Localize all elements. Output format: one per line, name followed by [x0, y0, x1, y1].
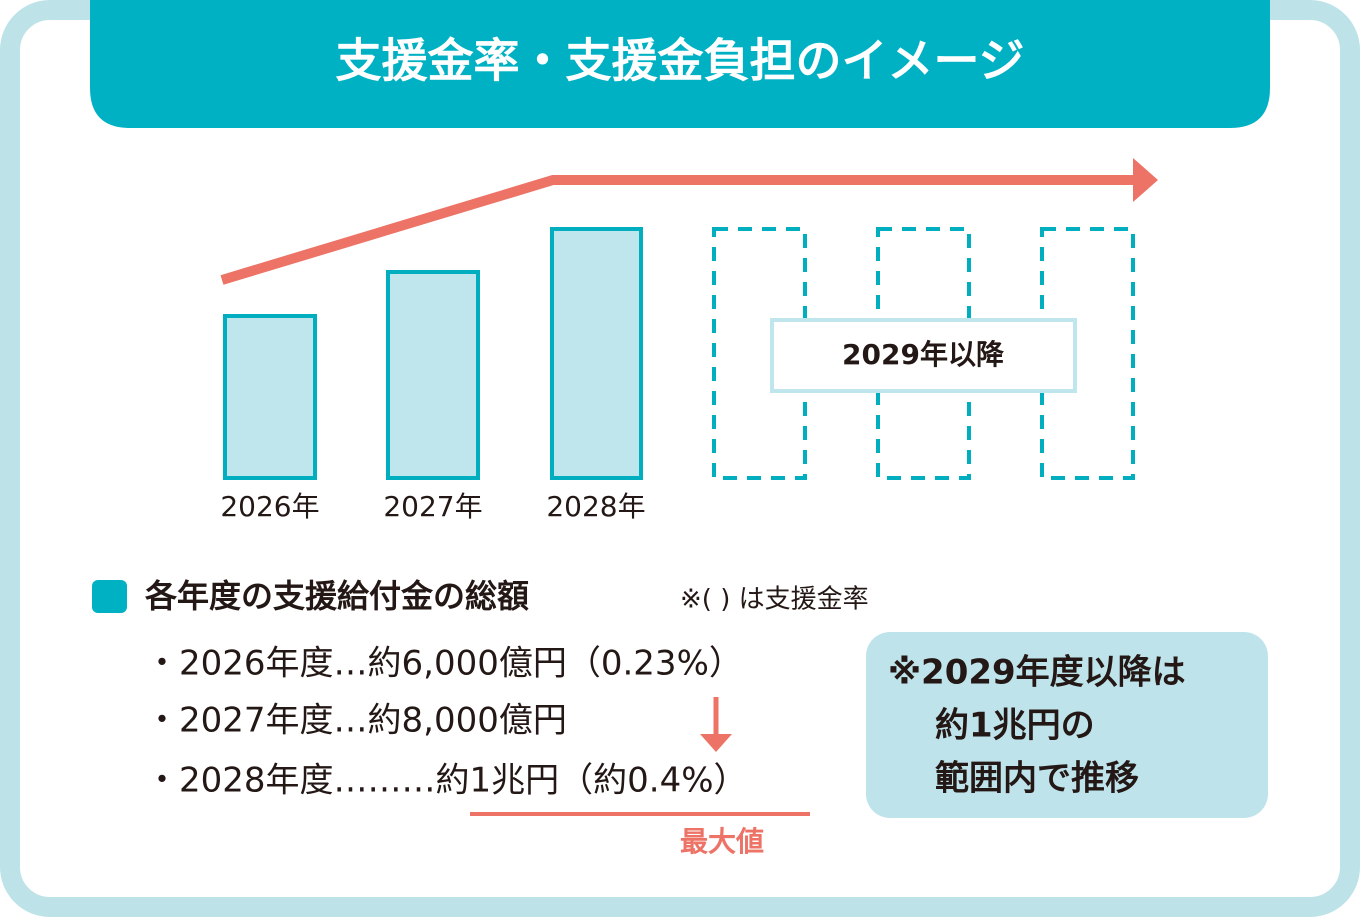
future-bar — [712, 227, 807, 480]
year-label: 2027年 — [383, 490, 482, 523]
legend-note: ※( ) は支援金率 — [680, 585, 869, 615]
bar — [386, 270, 480, 480]
legend-item: ・2027年度…約8,000億円 — [145, 701, 567, 741]
callout-line: 約1兆円の — [935, 706, 1095, 746]
max-label: 最大値 — [680, 825, 764, 858]
callout-line: 範囲内で推移 — [935, 759, 1139, 799]
year-label: 2026年 — [220, 490, 319, 523]
bar — [550, 227, 643, 480]
year-label: 2028年 — [546, 490, 645, 523]
title: 支援金率・支援金負担のイメージ — [335, 34, 1024, 88]
legend-swatch — [92, 580, 127, 613]
future-label-box — [770, 318, 1077, 393]
header-band — [90, 0, 1270, 128]
legend-item: ・2028年度………約1兆円（約0.4%） — [145, 761, 748, 801]
arrow-head — [1133, 158, 1158, 202]
future-label: 2029年以降 — [842, 338, 1005, 371]
trend-arrow — [220, 175, 1135, 285]
bar — [223, 314, 317, 480]
callout-line: ※2029年度以降は — [888, 653, 1186, 693]
down-arrow-head — [700, 734, 732, 752]
legend-item: ・2026年度…約6,000億円（0.23%） — [145, 644, 743, 684]
callout-box — [866, 632, 1268, 818]
legend-heading: 各年度の支援給付金の総額 — [145, 577, 529, 615]
